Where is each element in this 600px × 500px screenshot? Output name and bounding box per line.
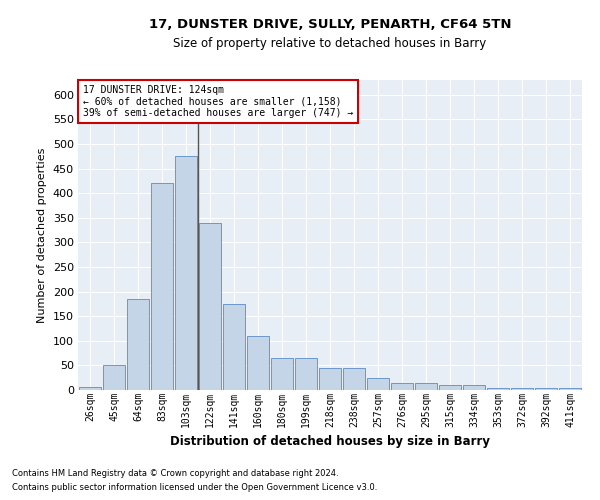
Bar [103,366,125,390]
Y-axis label: Number of detached properties: Number of detached properties [37,148,47,322]
Text: Contains public sector information licensed under the Open Government Licence v3: Contains public sector information licen… [12,484,377,492]
Text: 17 DUNSTER DRIVE: 124sqm
← 60% of detached houses are smaller (1,158)
39% of sem: 17 DUNSTER DRIVE: 124sqm ← 60% of detach… [83,84,353,118]
Bar [487,388,509,390]
Bar [151,184,173,390]
Bar [463,385,485,390]
X-axis label: Distribution of detached houses by size in Barry: Distribution of detached houses by size … [170,435,490,448]
Bar [343,368,365,390]
Bar [247,336,269,390]
Bar [79,386,101,390]
Bar [367,378,389,390]
Text: Size of property relative to detached houses in Barry: Size of property relative to detached ho… [173,38,487,51]
Bar [511,388,533,390]
Bar [415,382,437,390]
Bar [391,382,413,390]
Text: 17, DUNSTER DRIVE, SULLY, PENARTH, CF64 5TN: 17, DUNSTER DRIVE, SULLY, PENARTH, CF64 … [149,18,511,30]
Bar [319,368,341,390]
Bar [223,304,245,390]
Text: Contains HM Land Registry data © Crown copyright and database right 2024.: Contains HM Land Registry data © Crown c… [12,468,338,477]
Bar [127,299,149,390]
Bar [295,358,317,390]
Bar [199,222,221,390]
Bar [175,156,197,390]
Bar [271,358,293,390]
Bar [439,385,461,390]
Bar [559,388,581,390]
Bar [535,388,557,390]
